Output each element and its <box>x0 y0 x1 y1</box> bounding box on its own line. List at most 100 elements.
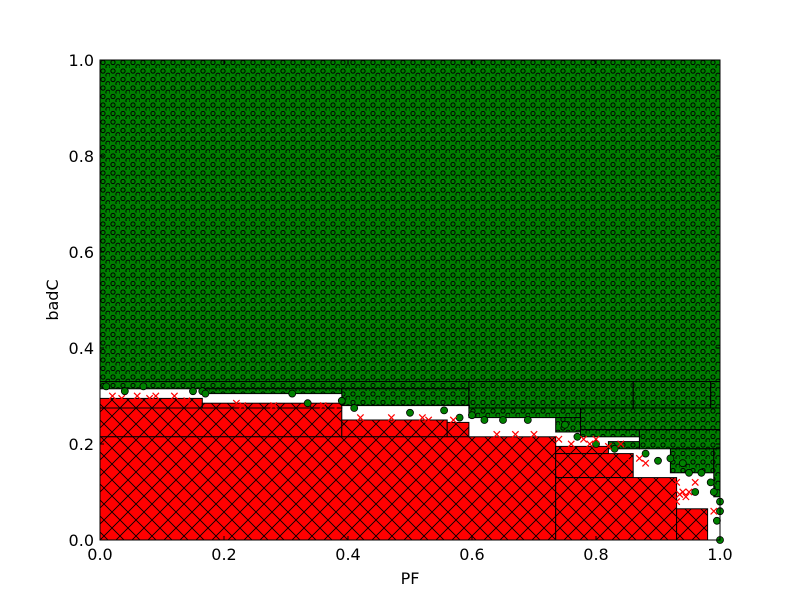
green-point-31 <box>713 516 721 525</box>
green-region-5 <box>632 381 712 409</box>
green-region-7 <box>468 407 581 419</box>
red-x-point-12 <box>356 413 365 422</box>
data-points <box>102 382 724 544</box>
green-point-18 <box>573 432 582 441</box>
y-axis-label: badC <box>43 279 62 320</box>
green-point-5 <box>201 389 210 398</box>
red-x-point-6 <box>183 397 191 405</box>
green-point-8 <box>337 396 346 405</box>
red-x-point-37 <box>710 507 718 515</box>
green-region-0 <box>99 59 721 383</box>
x-tick-label: 0.2 <box>211 545 236 564</box>
red-x-point-14 <box>418 413 427 422</box>
red-x-point-22 <box>579 435 588 443</box>
red-x-point-33 <box>685 488 693 496</box>
red-x-point-7 <box>232 399 241 407</box>
red-region-24 <box>676 508 709 541</box>
red-x-point-18 <box>511 430 520 439</box>
x-tick-label: 0.8 <box>583 545 608 564</box>
y-tick-label: 0.4 <box>69 339 94 358</box>
red-region-19 <box>446 421 470 438</box>
green-point-7 <box>303 399 312 408</box>
red-x-point-34 <box>676 490 684 499</box>
red-x-point-3 <box>145 394 154 403</box>
green-point-19 <box>592 440 600 448</box>
plot-frame <box>99 59 721 541</box>
green-point-9 <box>350 404 359 412</box>
green-point-13 <box>468 411 476 420</box>
y-tick-label: 0.2 <box>69 435 94 454</box>
red-x-point-4 <box>152 392 160 400</box>
y-tick-label: 0.6 <box>69 243 94 262</box>
green-point-22 <box>654 456 662 465</box>
red-x-point-29 <box>641 459 650 467</box>
green-point-1 <box>120 387 129 396</box>
x-tick-label: 0.6 <box>459 545 484 564</box>
green-region-6 <box>710 381 721 409</box>
green-region-2 <box>201 388 343 395</box>
green-point-15 <box>499 416 507 424</box>
red-x-point-1 <box>118 394 126 403</box>
green-point-33 <box>691 488 700 496</box>
y-axis-ticks: 0.0 0.2 0.4 0.6 0.8 1.0 <box>69 51 720 550</box>
red-x-point-11 <box>331 404 340 412</box>
red-x-point-30 <box>672 478 681 487</box>
red-region-23 <box>555 477 678 541</box>
green-point-2 <box>139 382 148 391</box>
red-x-point-0 <box>108 392 117 400</box>
red-x-point-10 <box>319 401 327 410</box>
red-x-point-32 <box>672 497 681 506</box>
green-point-0 <box>102 382 111 391</box>
green-region-3 <box>341 388 470 407</box>
green-point-25 <box>685 468 693 477</box>
green-point-3 <box>189 387 197 396</box>
red-region-17 <box>99 407 343 438</box>
green-point-27 <box>706 478 715 487</box>
y-tick-label: 1.0 <box>69 51 94 70</box>
green-point-6 <box>288 389 297 398</box>
y-tick-label: 0.8 <box>69 147 94 166</box>
green-point-11 <box>440 406 449 415</box>
x-tick-label: 0.4 <box>335 545 360 564</box>
red-x-point-36 <box>691 478 699 487</box>
green-point-14 <box>480 416 489 424</box>
red-x-point-26 <box>617 440 625 448</box>
red-x-point-24 <box>592 435 600 443</box>
green-point-26 <box>697 468 706 477</box>
green-region-13 <box>669 448 715 474</box>
red-x-point-20 <box>555 435 563 443</box>
green-point-10 <box>406 408 414 417</box>
red-region-20 <box>99 436 557 541</box>
red-x-point-9 <box>269 401 278 410</box>
red-x-point-13 <box>387 413 396 422</box>
red-x-point-17 <box>493 430 501 439</box>
x-tick-label: 1.0 <box>707 545 732 564</box>
red-x-point-5 <box>170 392 179 400</box>
green-region-4 <box>468 381 634 409</box>
decision-regions <box>99 59 721 541</box>
red-x-point-19 <box>530 430 538 439</box>
red-x-point-28 <box>635 454 644 463</box>
red-x-point-15 <box>424 416 433 424</box>
x-axis-ticks: 0.0 0.2 0.4 0.6 0.8 1.0 <box>87 60 733 564</box>
green-region-10 <box>580 429 640 438</box>
red-x-point-2 <box>133 392 141 400</box>
green-point-28 <box>709 488 718 496</box>
green-point-16 <box>523 416 532 424</box>
green-point-12 <box>455 413 464 422</box>
red-x-point-16 <box>449 416 458 424</box>
red-x-point-25 <box>604 442 613 451</box>
red-x-point-23 <box>586 440 594 448</box>
y-tick-label: 0.0 <box>69 531 94 550</box>
green-point-21 <box>641 449 650 458</box>
green-region-11 <box>638 429 721 450</box>
x-tick-label: 0.0 <box>87 545 112 564</box>
red-x-point-8 <box>238 401 247 410</box>
red-region-22 <box>555 453 634 479</box>
red-x-point-35 <box>682 493 690 501</box>
green-region-8 <box>580 407 721 431</box>
red-x-point-21 <box>567 440 575 448</box>
green-point-17 <box>561 420 569 429</box>
green-point-24 <box>678 459 687 468</box>
